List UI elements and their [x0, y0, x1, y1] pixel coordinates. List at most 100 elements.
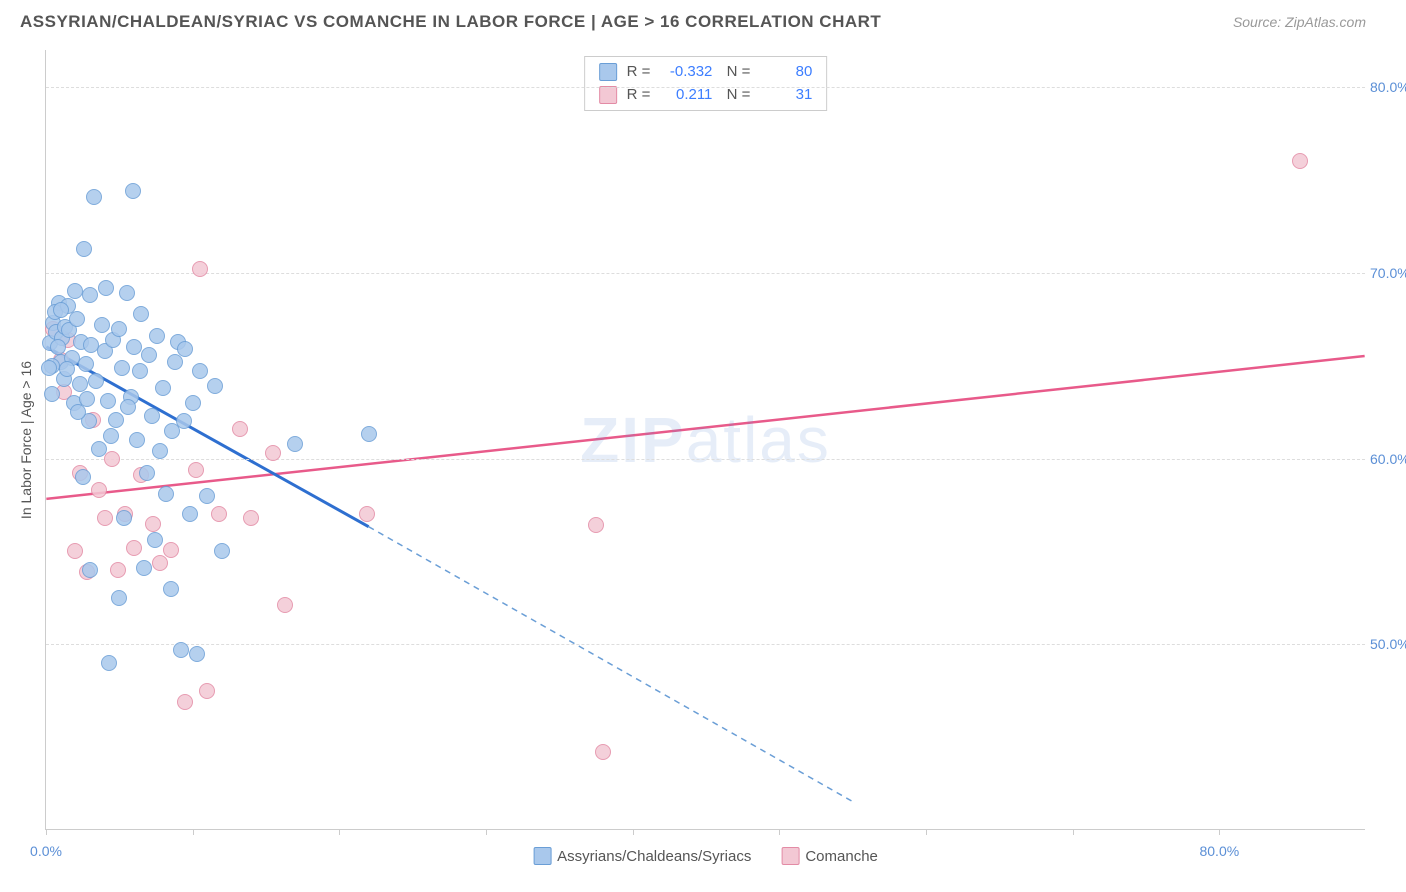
scatter-point-assyrians	[50, 339, 66, 355]
correlation-stats-box: R = -0.332 N = 80 R = 0.211 N = 31	[584, 56, 828, 111]
scatter-point-comanche	[232, 421, 248, 437]
scatter-point-assyrians	[119, 285, 135, 301]
scatter-point-assyrians	[86, 189, 102, 205]
scatter-point-assyrians	[88, 373, 104, 389]
scatter-point-assyrians	[133, 306, 149, 322]
scatter-point-assyrians	[100, 393, 116, 409]
scatter-point-comanche	[243, 510, 259, 526]
scatter-point-comanche	[211, 506, 227, 522]
x-tick	[339, 829, 340, 835]
scatter-point-comanche	[145, 516, 161, 532]
scatter-point-assyrians	[91, 441, 107, 457]
x-tick	[46, 829, 47, 835]
scatter-point-assyrians	[82, 287, 98, 303]
scatter-point-assyrians	[103, 428, 119, 444]
scatter-point-assyrians	[173, 642, 189, 658]
scatter-point-assyrians	[44, 386, 60, 402]
scatter-point-assyrians	[139, 465, 155, 481]
chart-title: ASSYRIAN/CHALDEAN/SYRIAC VS COMANCHE IN …	[20, 12, 881, 32]
series-legend: Assyrians/Chaldeans/Syriacs Comanche	[533, 847, 878, 865]
y-tick-label: 80.0%	[1370, 79, 1406, 95]
scatter-point-assyrians	[164, 423, 180, 439]
scatter-point-assyrians	[152, 443, 168, 459]
legend-item-comanche: Comanche	[781, 847, 878, 865]
x-tick	[779, 829, 780, 835]
scatter-point-comanche	[104, 451, 120, 467]
scatter-point-assyrians	[94, 317, 110, 333]
legend-swatch-assyrians	[533, 847, 551, 865]
scatter-point-assyrians	[132, 363, 148, 379]
scatter-point-assyrians	[98, 280, 114, 296]
legend-swatch-comanche	[781, 847, 799, 865]
scatter-point-assyrians	[361, 426, 377, 442]
scatter-point-comanche	[265, 445, 281, 461]
scatter-point-assyrians	[101, 655, 117, 671]
scatter-point-assyrians	[120, 399, 136, 415]
scatter-point-assyrians	[111, 321, 127, 337]
scatter-point-assyrians	[72, 376, 88, 392]
scatter-point-assyrians	[41, 360, 57, 376]
scatter-point-comanche	[188, 462, 204, 478]
chart-header: ASSYRIAN/CHALDEAN/SYRIAC VS COMANCHE IN …	[0, 0, 1406, 40]
gridline-h	[46, 644, 1365, 645]
scatter-point-assyrians	[163, 581, 179, 597]
scatter-point-assyrians	[207, 378, 223, 394]
scatter-point-assyrians	[108, 412, 124, 428]
y-axis-title: In Labor Force | Age > 16	[18, 360, 34, 518]
stats-row-assyrians: R = -0.332 N = 80	[599, 61, 813, 84]
scatter-point-comanche	[97, 510, 113, 526]
scatter-point-comanche	[91, 482, 107, 498]
scatter-point-assyrians	[199, 488, 215, 504]
swatch-assyrians	[599, 63, 617, 81]
scatter-point-assyrians	[189, 646, 205, 662]
scatter-point-assyrians	[116, 510, 132, 526]
scatter-point-comanche	[163, 542, 179, 558]
scatter-point-comanche	[152, 555, 168, 571]
scatter-point-assyrians	[214, 543, 230, 559]
scatter-point-comanche	[595, 744, 611, 760]
scatter-point-comanche	[588, 517, 604, 533]
x-tick	[193, 829, 194, 835]
scatter-point-assyrians	[192, 363, 208, 379]
trend-lines-layer	[46, 50, 1365, 829]
scatter-point-assyrians	[136, 560, 152, 576]
y-tick-label: 70.0%	[1370, 265, 1406, 281]
scatter-point-assyrians	[287, 436, 303, 452]
gridline-h	[46, 273, 1365, 274]
x-tick	[926, 829, 927, 835]
x-tick	[633, 829, 634, 835]
scatter-point-assyrians	[167, 354, 183, 370]
legend-label-assyrians: Assyrians/Chaldeans/Syriacs	[557, 848, 751, 865]
x-tick-label: 80.0%	[1199, 843, 1239, 859]
scatter-point-assyrians	[158, 486, 174, 502]
scatter-point-comanche	[277, 597, 293, 613]
scatter-point-comanche	[126, 540, 142, 556]
scatter-point-comanche	[177, 694, 193, 710]
scatter-point-assyrians	[53, 302, 69, 318]
watermark: ZIPatlas	[580, 403, 831, 477]
x-tick	[486, 829, 487, 835]
scatter-point-comanche	[192, 261, 208, 277]
y-tick-label: 60.0%	[1370, 451, 1406, 467]
x-tick-label: 0.0%	[30, 843, 62, 859]
scatter-point-assyrians	[149, 328, 165, 344]
scatter-point-comanche	[1292, 153, 1308, 169]
swatch-comanche	[599, 86, 617, 104]
source-label: Source: ZipAtlas.com	[1233, 14, 1366, 30]
scatter-point-assyrians	[70, 404, 86, 420]
scatter-point-assyrians	[126, 339, 142, 355]
scatter-point-assyrians	[76, 241, 92, 257]
scatter-point-assyrians	[177, 341, 193, 357]
scatter-point-assyrians	[114, 360, 130, 376]
y-tick-label: 50.0%	[1370, 636, 1406, 652]
scatter-point-comanche	[199, 683, 215, 699]
scatter-point-assyrians	[82, 562, 98, 578]
scatter-chart: In Labor Force | Age > 16 ZIPatlas R = -…	[45, 50, 1365, 830]
scatter-point-assyrians	[111, 590, 127, 606]
trend-line-assyrians-dashed	[369, 527, 852, 802]
scatter-point-comanche	[110, 562, 126, 578]
scatter-point-comanche	[359, 506, 375, 522]
scatter-point-assyrians	[125, 183, 141, 199]
gridline-h	[46, 87, 1365, 88]
x-tick	[1219, 829, 1220, 835]
